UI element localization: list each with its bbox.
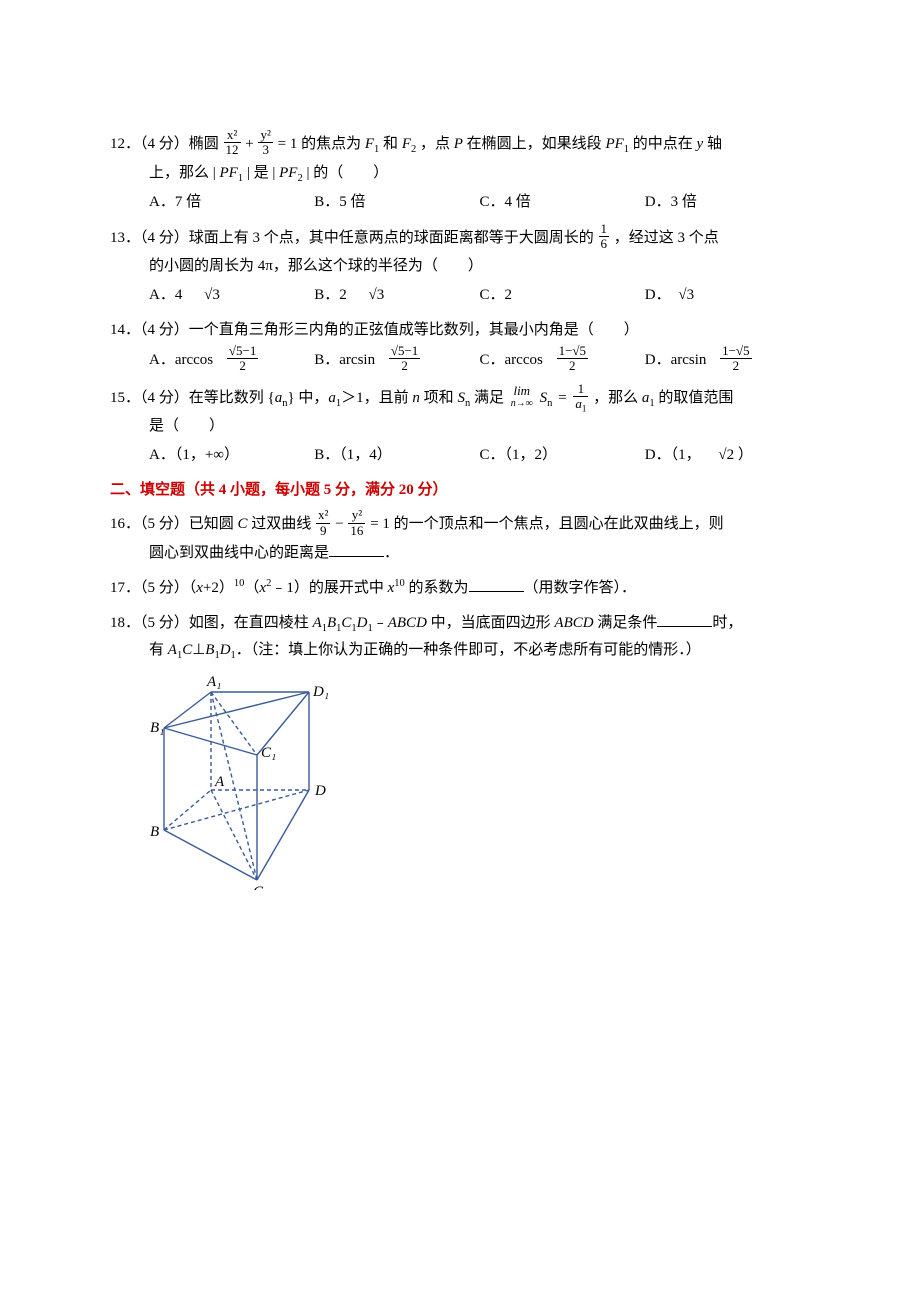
q12-mid3: 在椭圆上，如果线段 <box>467 136 606 152</box>
q18-figure: A₁ D₁ B₁ C₁ A D B C <box>149 670 810 900</box>
q13-frac: 1 6 <box>599 222 610 252</box>
q14-optD: D．arcsin 1−√52 <box>645 346 810 376</box>
q12-frac2: y² 3 <box>258 128 272 158</box>
section-2-header: 二、填空题（共 4 小题，每小题 5 分，满分 20 分） <box>110 477 810 504</box>
q14-text: 14．（4 分）一个直角三角形三内角的正弦值成等比数列，其最小内角是（ ） <box>110 317 810 344</box>
question-15: 15．（4 分）在等比数列 {an} 中，a1＞1，且前 n 项和 Sn 满足 … <box>110 384 810 470</box>
q15-options: A．（1，+∞） B．（1，4） C．（1，2） D．（1， √2 ） <box>110 442 810 469</box>
q12-p: P <box>454 136 463 152</box>
q14-optA: A．arccos √5−12 <box>149 346 314 376</box>
svg-text:D₁: D₁ <box>312 684 329 700</box>
svg-text:B: B <box>150 824 159 840</box>
q12-line2: 上，那么 | PF1 | 是 | PF2 | 的（ ） <box>110 160 810 187</box>
q12-mid4: 的中点在 <box>633 136 697 152</box>
q12-f1: F <box>365 136 374 152</box>
q15-line2: 是（ ） <box>110 413 810 440</box>
q14-optB: B．arcsin √5−12 <box>314 346 479 376</box>
q12-after-eq: 1 的焦点为 <box>290 136 365 152</box>
q13-optA: A．4 √3 <box>149 282 314 309</box>
q12-f2: F <box>402 136 411 152</box>
q12-optB: B．5 倍 <box>314 189 479 216</box>
q13-optD: D． √3 <box>645 282 810 309</box>
q12-optA: A．7 倍 <box>149 189 314 216</box>
q17-text: 17．（5 分）（x+2）10（x2﹣1）的展开式中 x10 的系数为（用数字作… <box>110 575 810 602</box>
question-16: 16．（5 分）已知圆 C 过双曲线 x²9 − y²16 = 1 的一个顶点和… <box>110 510 810 567</box>
q15-optA: A．（1，+∞） <box>149 442 314 469</box>
q14-options: A．arccos √5−12 B．arcsin √5−12 C．arccos 1… <box>110 346 810 376</box>
q12-line1: 12．（4 分）椭圆 x² 12 + y² 3 = 1 的焦点为 F1 和 F2… <box>110 130 810 160</box>
prism-svg: A₁ D₁ B₁ C₁ A D B C <box>149 670 339 890</box>
q13-optC: C．2 <box>480 282 645 309</box>
q12-mid1: 和 <box>383 136 402 152</box>
q12-plus: + <box>245 136 253 152</box>
q18-line1: 18．（5 分）如图，在直四棱柱 A1B1C1D1﹣ABCD 中，当底面四边形 … <box>110 610 810 637</box>
q15-line1: 15．（4 分）在等比数列 {an} 中，a1＞1，且前 n 项和 Sn 满足 … <box>110 384 810 414</box>
q12-mid2: ，点 <box>420 136 454 152</box>
question-12: 12．（4 分）椭圆 x² 12 + y² 3 = 1 的焦点为 F1 和 F2… <box>110 130 810 216</box>
q15-lim: lim n→∞ <box>509 384 535 409</box>
q15-rhs: 1 a1 <box>573 382 588 412</box>
q18-blank <box>657 612 712 627</box>
svg-text:A: A <box>214 774 225 790</box>
question-13: 13．（4 分）球面上有 3 个点，其中任意两点的球面距离都等于大圆周长的 1 … <box>110 224 810 310</box>
q12-mid5: 轴 <box>707 136 722 152</box>
q12-pf1: PF <box>605 136 623 152</box>
svg-text:D: D <box>314 783 326 799</box>
q15-optC: C．（1，2） <box>480 442 645 469</box>
q13-optB: B．2 √3 <box>314 282 479 309</box>
q15-optB: B．（1，4） <box>314 442 479 469</box>
q15-optD: D．（1， √2 ） <box>645 442 810 469</box>
question-17: 17．（5 分）（x+2）10（x2﹣1）的展开式中 x10 的系数为（用数字作… <box>110 575 810 602</box>
q18-line2: 有 A1C⊥B1D1．（注：填上你认为正确的一种条件即可，不必考虑所有可能的情形… <box>110 637 810 664</box>
q14-optC: C．arccos 1−√52 <box>480 346 645 376</box>
q12-eq: = <box>278 136 286 152</box>
question-18: 18．（5 分）如图，在直四棱柱 A1B1C1D1﹣ABCD 中，当底面四边形 … <box>110 610 810 900</box>
svg-text:C: C <box>253 884 264 890</box>
q12-y: y <box>697 136 704 152</box>
question-14: 14．（4 分）一个直角三角形三内角的正弦值成等比数列，其最小内角是（ ） A．… <box>110 317 810 376</box>
q12-prefix: 12．（4 分）椭圆 <box>110 136 219 152</box>
q16-line1: 16．（5 分）已知圆 C 过双曲线 x²9 − y²16 = 1 的一个顶点和… <box>110 510 810 540</box>
q12-frac1: x² 12 <box>224 128 241 158</box>
q13-options: A．4 √3 B．2 √3 C．2 D． √3 <box>110 282 810 309</box>
svg-text:B₁: B₁ <box>150 720 164 736</box>
q12-options: A．7 倍 B．5 倍 C．4 倍 D．3 倍 <box>110 189 810 216</box>
q17-blank <box>469 577 524 592</box>
q16-line2: 圆心到双曲线中心的距离是． <box>110 540 810 567</box>
q16-blank <box>329 542 384 557</box>
svg-text:A₁: A₁ <box>206 674 221 690</box>
svg-text:C₁: C₁ <box>261 745 276 761</box>
q13-line1: 13．（4 分）球面上有 3 个点，其中任意两点的球面距离都等于大圆周长的 1 … <box>110 224 810 254</box>
q13-line2: 的小圆的周长为 4π，那么这个球的半径为（ ） <box>110 253 810 280</box>
q12-optC: C．4 倍 <box>480 189 645 216</box>
q12-optD: D．3 倍 <box>645 189 810 216</box>
